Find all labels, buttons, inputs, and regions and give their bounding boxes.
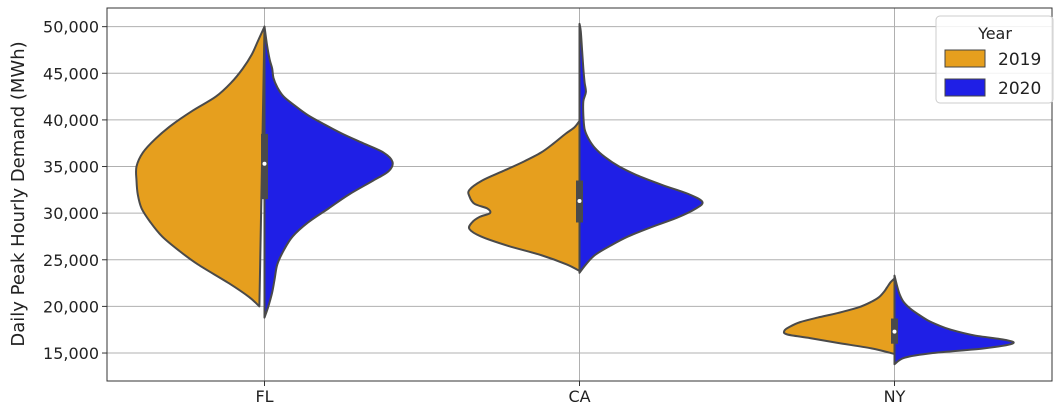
- x-tick-label-fl: FL: [255, 387, 273, 406]
- legend-label-2020: 2020: [998, 79, 1041, 99]
- x-axis: FL CA NY: [255, 381, 906, 406]
- legend[interactable]: Year 2019 2020: [935, 15, 1054, 104]
- box-layer: [261, 133, 898, 344]
- legend-swatch-2020: [944, 78, 986, 97]
- violin-ca-2020: [578, 22, 704, 274]
- iqr-box-fl: [261, 133, 268, 200]
- y-axis: 15,000 20,000 25,000 30,000 35,000 40,000 45,0…: [43, 18, 107, 363]
- legend-swatch-2019: [944, 49, 986, 68]
- x-tick-label-ca: CA: [568, 387, 590, 406]
- y-tick-label: 25,000: [43, 251, 99, 270]
- y-tick-label: 40,000: [43, 111, 99, 130]
- y-axis-label: Daily Peak Hourly Demand (MWh): [8, 41, 29, 346]
- median-dot-fl: [262, 161, 267, 166]
- median-dot-ny: [892, 329, 897, 334]
- y-tick-label: 35,000: [43, 158, 99, 177]
- violin-fl-2019: [134, 25, 266, 308]
- y-tick-label: 45,000: [43, 64, 99, 83]
- violin-ca-2019: [467, 119, 581, 272]
- y-tick-label: 20,000: [43, 297, 99, 316]
- violin-fl-2020: [263, 25, 394, 319]
- violins-layer: [134, 22, 1015, 366]
- legend-title: Year: [977, 24, 1012, 43]
- median-dot-ca: [577, 199, 582, 204]
- violin-ny-2020: [893, 274, 1015, 366]
- violin-ny-2019: [782, 277, 896, 355]
- y-tick-label: 50,000: [43, 18, 99, 37]
- legend-label-2019: 2019: [998, 50, 1041, 70]
- y-tick-label: 15,000: [43, 344, 99, 363]
- y-tick-label: 30,000: [43, 204, 99, 223]
- x-tick-label-ny: NY: [884, 387, 906, 406]
